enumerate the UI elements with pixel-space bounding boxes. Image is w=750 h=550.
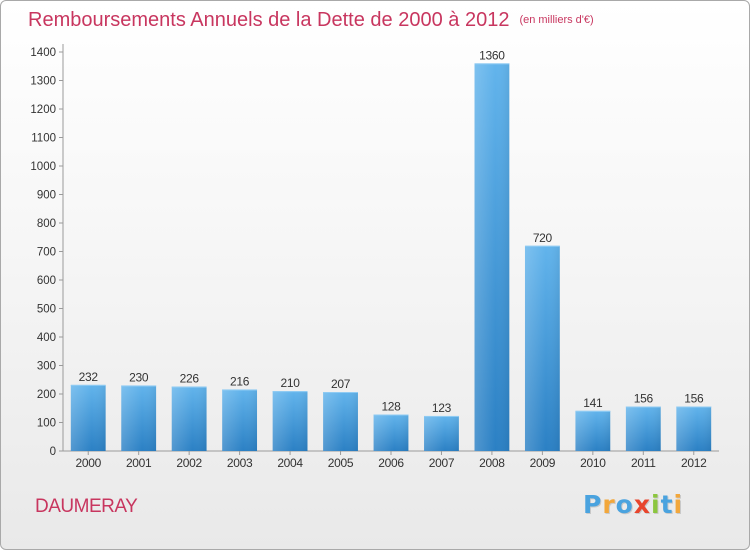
x-tick-label: 2011 xyxy=(631,456,656,470)
logo-letter: t xyxy=(660,490,674,519)
bar-value-label: 230 xyxy=(129,370,149,384)
bar-shine xyxy=(272,391,308,451)
y-tick-label: 1300 xyxy=(30,76,56,88)
x-tick-label: 2002 xyxy=(176,456,202,470)
y-tick-label: 900 xyxy=(37,190,56,202)
bar-value-label: 156 xyxy=(684,392,704,406)
y-tick-label: 1100 xyxy=(31,133,56,145)
x-tick-label: 2010 xyxy=(580,456,606,470)
x-tick-label: 2009 xyxy=(530,456,556,470)
bar-shine xyxy=(575,410,611,451)
bar-shine xyxy=(222,389,258,451)
bar-shine xyxy=(323,392,358,451)
y-tick-label: 1200 xyxy=(30,104,56,116)
bar-shine xyxy=(424,415,459,451)
bar-shine xyxy=(474,63,510,452)
y-tick-label: 800 xyxy=(37,218,56,230)
bar-value-label: 207 xyxy=(331,377,351,391)
x-tick-label: 2012 xyxy=(681,456,707,470)
logo-letter: x xyxy=(633,490,651,519)
bar-value-label: 123 xyxy=(432,401,452,415)
bar-value-label: 226 xyxy=(180,372,200,386)
y-tick-label: 0 xyxy=(50,446,56,458)
proxiti-logo: Proxiti xyxy=(583,490,683,519)
bar-value-label: 156 xyxy=(634,392,654,406)
x-tick-label: 2001 xyxy=(126,456,152,470)
bar-shine xyxy=(373,414,409,451)
bar-value-label: 1360 xyxy=(479,48,505,62)
y-tick-label: 500 xyxy=(37,304,56,316)
y-tick-label: 1400 xyxy=(30,47,56,59)
logo-letter: o xyxy=(615,490,634,519)
y-tick-label: 100 xyxy=(37,418,56,430)
bar-value-label: 232 xyxy=(79,370,99,384)
bar-value-label: 141 xyxy=(583,396,603,410)
chart-title-text: Remboursements Annuels de la Dette de 20… xyxy=(28,9,510,31)
logo-letter: P xyxy=(583,490,603,519)
bar-shine xyxy=(70,384,106,451)
logo-letter: i xyxy=(651,490,661,519)
bar-value-label: 210 xyxy=(281,376,301,390)
town-name: DAUMERAY xyxy=(35,496,138,517)
bar-shine xyxy=(625,406,661,451)
x-tick-label: 2008 xyxy=(479,456,505,470)
bar-shine xyxy=(121,385,157,451)
logo-letter: r xyxy=(602,490,616,519)
bar-value-label: 128 xyxy=(381,400,401,414)
chart-title: Remboursements Annuels de la Dette de 20… xyxy=(28,9,594,32)
x-tick-label: 2000 xyxy=(75,456,101,470)
bar-shine xyxy=(171,386,207,451)
logo-letter: i xyxy=(673,490,684,519)
y-tick-label: 300 xyxy=(37,361,56,373)
x-tick-label: 2004 xyxy=(277,456,303,470)
y-tick-label: 200 xyxy=(37,389,56,401)
x-tick-label: 2007 xyxy=(429,456,455,470)
x-tick-label: 2006 xyxy=(378,456,404,470)
x-tick-label: 2003 xyxy=(227,456,253,470)
y-tick-label: 1000 xyxy=(30,161,56,173)
bar-shine xyxy=(676,406,712,451)
chart-subtitle: (en milliers d'€) xyxy=(519,14,594,26)
bar-shine xyxy=(524,245,560,451)
bar-value-label: 216 xyxy=(230,374,250,388)
y-tick-label: 400 xyxy=(37,332,56,344)
bar-value-label: 720 xyxy=(533,231,553,245)
y-tick-label: 700 xyxy=(37,247,56,259)
y-tick-label: 600 xyxy=(37,275,56,287)
x-tick-label: 2005 xyxy=(328,456,354,470)
